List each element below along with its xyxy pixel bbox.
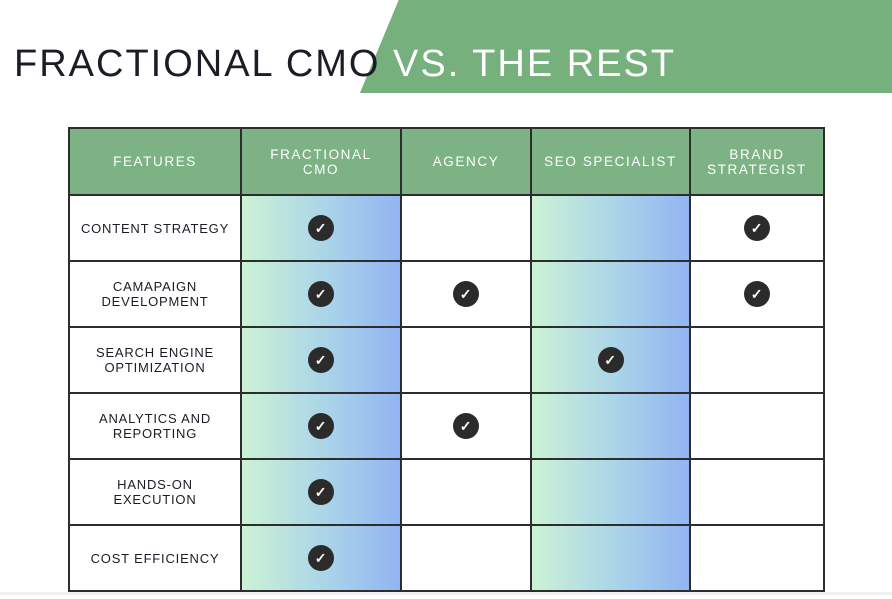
cell-brand-strategist: ✓ — [689, 458, 825, 526]
cell-fractional-cmo: ✓ — [240, 392, 402, 460]
check-icon: ✓ — [744, 281, 770, 307]
feature-label: HANDS-ON EXECUTION — [68, 458, 242, 526]
banner-shape — [359, 0, 892, 93]
cell-fractional-cmo: ✓ — [240, 524, 402, 592]
table-row: COST EFFICIENCY ✓ ✓ ✓ ✓ — [68, 524, 825, 592]
column-header-brand-strategist: BRAND STRATEGIST — [689, 127, 825, 196]
cell-agency: ✓ — [400, 326, 532, 394]
cell-agency: ✓ — [400, 392, 532, 460]
cell-seo-specialist: ✓ — [530, 326, 691, 394]
check-icon: ✓ — [308, 215, 334, 241]
column-header-features: FEATURES — [68, 127, 242, 196]
check-icon: ✓ — [308, 545, 334, 571]
check-icon: ✓ — [744, 215, 770, 241]
cell-fractional-cmo: ✓ — [240, 194, 402, 262]
column-header-seo-specialist: SEO SPECIALIST — [530, 127, 691, 196]
column-header-agency: AGENCY — [400, 127, 532, 196]
title-dark-part: FRACTIONAL CMO — [14, 43, 381, 85]
check-icon: ✓ — [453, 281, 479, 307]
table-row: HANDS-ON EXECUTION ✓ ✓ ✓ ✓ — [68, 458, 825, 526]
feature-label: COST EFFICIENCY — [68, 524, 242, 592]
cell-fractional-cmo: ✓ — [240, 458, 402, 526]
cell-brand-strategist: ✓ — [689, 194, 825, 262]
cell-brand-strategist: ✓ — [689, 392, 825, 460]
cell-seo-specialist: ✓ — [530, 260, 691, 328]
table-row: ANALYTICS AND REPORTING ✓ ✓ ✓ ✓ — [68, 392, 825, 460]
header-row: FEATURES FRACTIONAL CMO AGENCY SEO SPECI… — [68, 127, 825, 196]
table-row: SEARCH ENGINE OPTIMIZATION ✓ ✓ ✓ ✓ — [68, 326, 825, 394]
feature-label: CAMAPAIGN DEVELOPMENT — [68, 260, 242, 328]
cell-brand-strategist: ✓ — [689, 326, 825, 394]
cell-fractional-cmo: ✓ — [240, 260, 402, 328]
feature-label: ANALYTICS AND REPORTING — [68, 392, 242, 460]
check-icon: ✓ — [308, 347, 334, 373]
check-icon: ✓ — [308, 413, 334, 439]
check-icon: ✓ — [308, 479, 334, 505]
column-header-fractional-cmo: FRACTIONAL CMO — [240, 127, 402, 196]
cell-agency: ✓ — [400, 194, 532, 262]
cell-seo-specialist: ✓ — [530, 524, 691, 592]
slide-bottom-edge — [0, 592, 892, 595]
cell-agency: ✓ — [400, 458, 532, 526]
check-icon: ✓ — [597, 347, 624, 373]
comparison-table: FEATURES FRACTIONAL CMO AGENCY SEO SPECI… — [68, 127, 825, 592]
cell-brand-strategist: ✓ — [689, 260, 825, 328]
check-icon: ✓ — [308, 281, 334, 307]
cell-seo-specialist: ✓ — [530, 392, 691, 460]
check-icon: ✓ — [453, 413, 479, 439]
cell-agency: ✓ — [400, 524, 532, 592]
table-row: CONTENT STRATEGY ✓ ✓ ✓ ✓ — [68, 194, 825, 262]
feature-label: CONTENT STRATEGY — [68, 194, 242, 262]
cell-agency: ✓ — [400, 260, 532, 328]
cell-seo-specialist: ✓ — [530, 194, 691, 262]
cell-fractional-cmo: ✓ — [240, 326, 402, 394]
page-title: FRACTIONAL CMO VS. THE REST — [14, 43, 677, 86]
table-row: CAMAPAIGN DEVELOPMENT ✓ ✓ ✓ ✓ — [68, 260, 825, 328]
title-light-part: VS. THE REST — [380, 43, 677, 85]
cell-seo-specialist: ✓ — [530, 458, 691, 526]
cell-brand-strategist: ✓ — [689, 524, 825, 592]
feature-label: SEARCH ENGINE OPTIMIZATION — [68, 326, 242, 394]
